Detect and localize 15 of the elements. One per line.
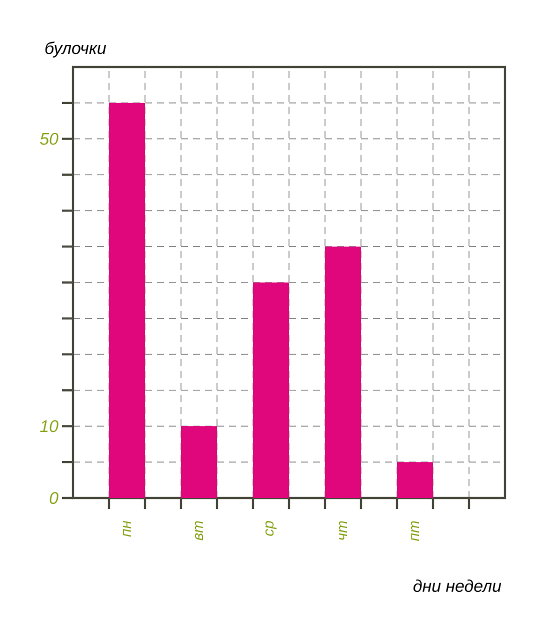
x-tick-label: вт	[194, 521, 204, 540]
bar	[181, 426, 217, 498]
x-axis-title: дни недели	[413, 580, 502, 592]
y-tick-label: 0	[50, 492, 58, 504]
bar	[397, 462, 433, 498]
y-tick-label: 10	[40, 420, 58, 432]
x-tick-label: пн	[123, 520, 131, 537]
x-tick-label: ср	[265, 521, 277, 536]
y-axis-title: булочки	[45, 42, 106, 58]
x-tick-label: пт	[410, 521, 420, 541]
bar	[325, 246, 361, 498]
y-tick-label: 50	[40, 132, 58, 145]
bar	[109, 102, 145, 498]
bar	[253, 282, 289, 498]
x-tick-label: чт	[338, 521, 348, 540]
